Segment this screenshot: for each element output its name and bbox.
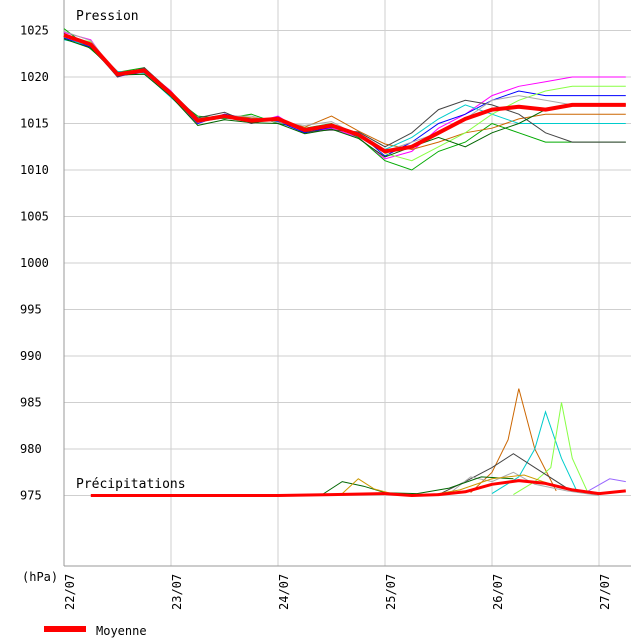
pressure-member-line — [63, 36, 626, 162]
mean-series — [63, 33, 626, 497]
y-tick-label: 980 — [20, 442, 42, 456]
x-axis-ticks: 22/07 23/07 24/07 25/07 26/07 27/07 — [63, 574, 612, 610]
pressure-member-line — [63, 31, 626, 160]
pressure-member-line — [63, 37, 626, 157]
precipitation-member-line — [491, 410, 579, 495]
precipitation-member-line — [448, 471, 600, 496]
y-tick-label: 1000 — [20, 256, 49, 270]
precipitation-mean-line — [90, 479, 626, 497]
ensemble-members — [63, 28, 626, 497]
legend-label-moyenne: Moyenne — [96, 624, 147, 638]
y-tick-label: 995 — [20, 303, 42, 317]
y-tick-label: 1005 — [20, 210, 49, 224]
pressure-member-line — [63, 33, 626, 151]
legend: Moyenne — [44, 624, 147, 638]
precipitation-member-line — [588, 478, 626, 492]
y-axis-unit-label: (hPa) — [22, 570, 58, 584]
y-tick-label: 975 — [20, 489, 42, 503]
x-tick-label: 23/07 — [170, 574, 184, 610]
x-tick-label: 24/07 — [277, 574, 291, 610]
y-tick-label: 1025 — [20, 24, 49, 38]
y-tick-label: 985 — [20, 396, 42, 410]
precipitation-label: Précipitations — [76, 477, 186, 492]
y-axis-ticks: 1025 1020 1015 1010 1005 1000 995 990 985 980 975 — [20, 24, 49, 503]
y-tick-label: 1015 — [20, 117, 49, 131]
x-tick-label: 25/07 — [384, 574, 398, 610]
precipitation-member-line — [513, 402, 589, 496]
pressure-member-line — [63, 38, 626, 158]
precipitation-member-line — [320, 476, 514, 496]
legend-swatch-moyenne — [44, 626, 86, 632]
x-tick-label: 27/07 — [598, 574, 612, 610]
x-tick-label: 22/07 — [63, 574, 77, 610]
pressure-mean-line — [63, 33, 626, 154]
x-tick-label: 26/07 — [491, 574, 505, 610]
y-tick-label: 990 — [20, 349, 42, 363]
y-tick-label: 1010 — [20, 163, 49, 177]
precipitation-member-line — [470, 388, 557, 494]
chart-title: Pression — [76, 9, 139, 24]
y-tick-label: 1020 — [20, 70, 49, 84]
